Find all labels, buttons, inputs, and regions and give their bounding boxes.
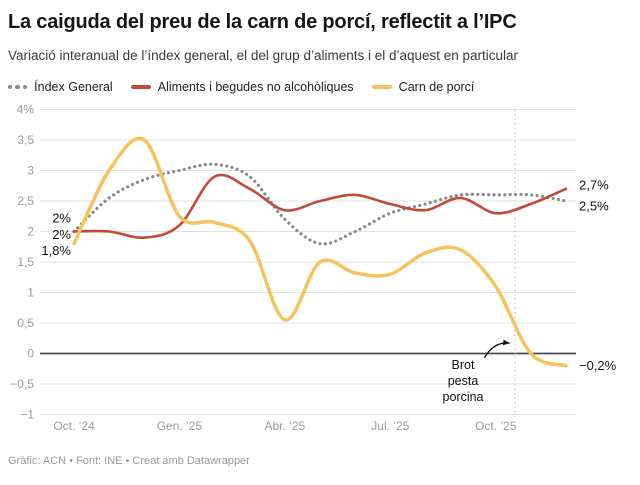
- arrow-shaft: [483, 342, 510, 359]
- annotation-note-line: porcina: [443, 390, 484, 404]
- series-start-value-label: 2%: [52, 227, 71, 242]
- legend-label-aliments: Aliments i begudes no alcohòliques: [157, 80, 354, 94]
- y-axis-tick-label: 4%: [17, 103, 35, 117]
- series-line-0: [72, 162, 568, 246]
- x-axis-labels: Oct. ’24 Gen. ’25 Abr. ’25 Jul. ’25 Oct. ’25: [53, 419, 516, 433]
- legend-item-aliments: Aliments i begudes no alcohòliques: [130, 80, 354, 94]
- chart-footer-credit: Gràfic: ACN • Font: INE • Creat amb Data…: [8, 455, 250, 467]
- chart-title: La caiguda del preu de la carn de porcí,…: [8, 11, 517, 33]
- series-start-value-label: 2%: [52, 211, 71, 226]
- legend-label-index-general: Índex General: [34, 80, 113, 94]
- x-axis-tick-label: Jul. ’25: [371, 419, 409, 433]
- y-axis-tick-label: 1,5: [17, 255, 34, 269]
- y-gridlines: 4% 3,5 3 2,5 2 1,5 1 0,5 0 −0,5 −1: [10, 103, 576, 422]
- y-axis-tick-label: 2: [27, 225, 34, 239]
- legend-item-index-general: Índex General: [8, 80, 113, 94]
- legend-label-carn-porci: Carn de porcí: [398, 80, 475, 94]
- line-chart: 4% 3,5 3 2,5 2 1,5 1 0,5 0 −0,5 −1 Oct. ’24 Gen. ’25…: [10, 103, 616, 434]
- y-axis-tick-label: 2,5: [17, 194, 34, 208]
- series-value-labels: 2% 2,5% 2% 2,7% 1,8% −0,2%: [41, 178, 616, 374]
- y-axis-tick-label: 1: [27, 286, 34, 300]
- x-axis-tick-label: Abr. ’25: [264, 419, 305, 433]
- series-end-value-label: −0,2%: [579, 358, 617, 373]
- solid-line-swatch-icon: [371, 85, 392, 89]
- y-axis-tick-label: 0: [27, 347, 34, 361]
- x-axis-tick-label: Oct. ’25: [475, 419, 517, 433]
- y-axis-tick-label: −1: [20, 408, 34, 422]
- dotted-line-swatch-icon: [8, 84, 28, 90]
- y-axis-tick-label: 3,5: [17, 133, 34, 147]
- series-end-value-label: 2,7%: [579, 178, 609, 193]
- solid-line-swatch-icon: [130, 85, 151, 89]
- series-start-value-label: 1,8%: [41, 243, 71, 258]
- x-axis-tick-label: Gen. ’25: [157, 419, 203, 433]
- legend: Índex General Aliments i begudes no alco…: [8, 80, 632, 94]
- arrow-head: [503, 339, 510, 346]
- series-end-value-label: 2,5%: [579, 198, 609, 213]
- x-axis-tick-label: Oct. ’24: [53, 419, 95, 433]
- annotation-note: Brot pesta porcina: [443, 358, 484, 404]
- annotation-note-line: Brot: [452, 358, 475, 372]
- y-axis-tick-label: −0,5: [10, 377, 34, 391]
- annotation-arrow-icon: [483, 339, 510, 359]
- legend-item-carn-porci: Carn de porcí: [371, 80, 475, 94]
- y-axis-tick-label: 0,5: [17, 316, 34, 330]
- series-line-1: [72, 173, 568, 239]
- chart-subtitle: Variació interanual de l’índex general, …: [8, 48, 519, 63]
- y-axis-tick-label: 3: [27, 164, 34, 178]
- series-line-2: [72, 136, 568, 368]
- annotation-note-line: pesta: [448, 374, 479, 388]
